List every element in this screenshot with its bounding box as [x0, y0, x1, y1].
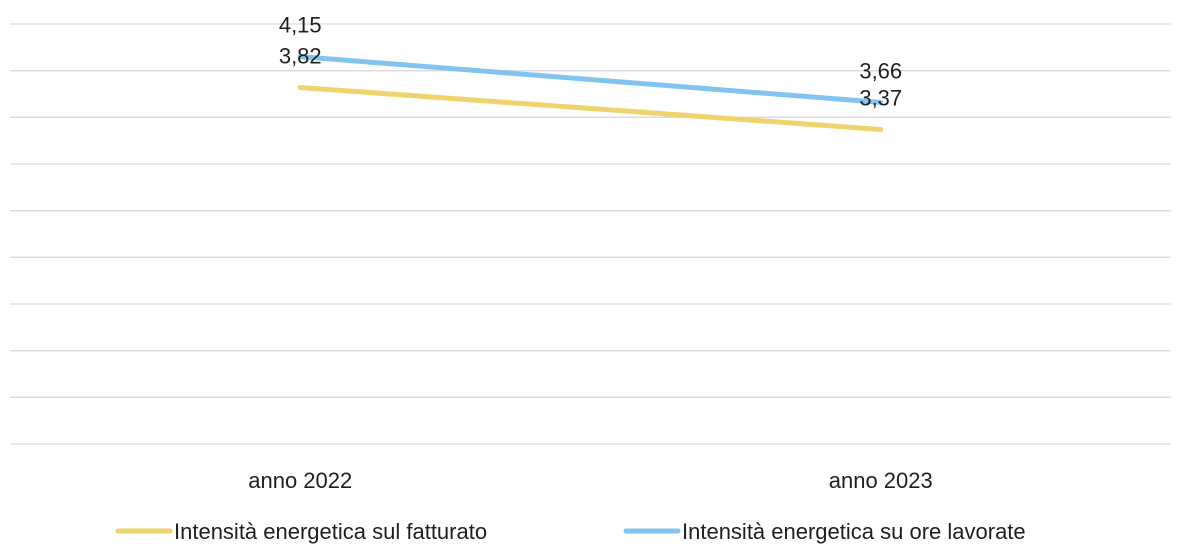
data-label: 3,82 — [279, 43, 322, 68]
legend-label-2: Intensità energetica su ore lavorate — [682, 519, 1026, 544]
data-label: 3,37 — [859, 85, 902, 110]
x-tick-label: anno 2022 — [248, 468, 352, 493]
legend-label-1: Intensità energetica sul fatturato — [174, 519, 487, 544]
series-line-2 — [297, 54, 884, 105]
data-label: 4,15 — [279, 13, 322, 38]
legend: Intensità energetica sul fatturato Intens… — [115, 519, 1026, 544]
series-lines — [297, 54, 884, 132]
data-labels: 3,82 3,37 4,15 3,66 — [279, 13, 902, 111]
gridlines — [10, 23, 1171, 445]
series-line-1 — [297, 84, 884, 132]
data-label: 3,66 — [859, 58, 902, 83]
x-axis-ticks: anno 2022 anno 2023 — [248, 468, 933, 493]
x-tick-label: anno 2023 — [829, 468, 933, 493]
